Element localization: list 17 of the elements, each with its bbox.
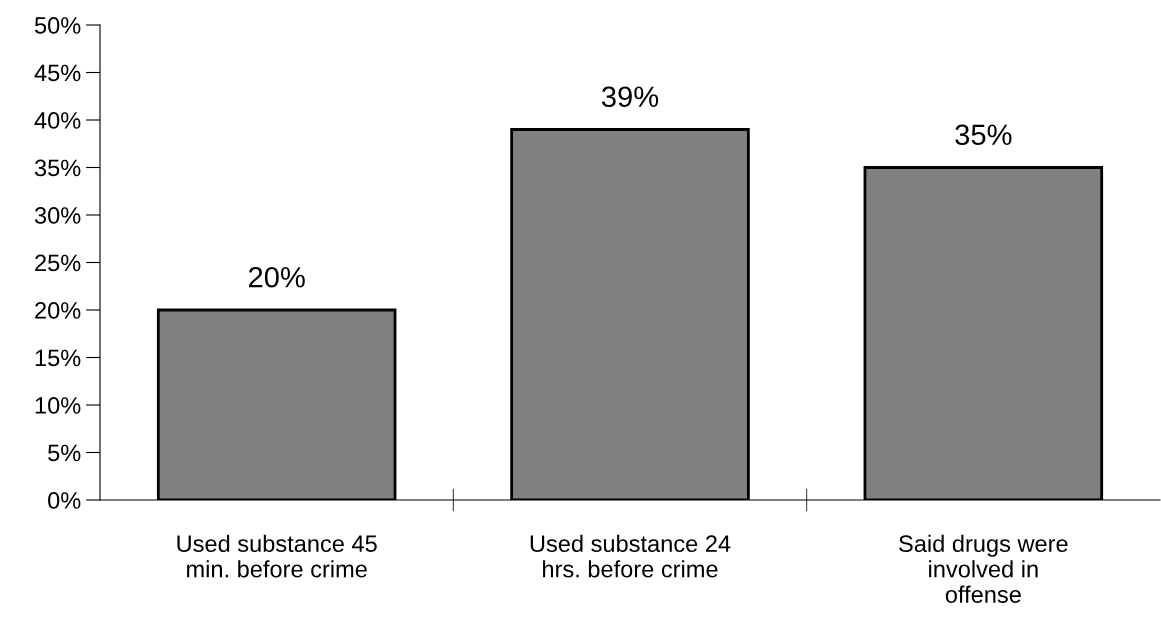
x-tick-label: Used substance 45 min. before crime <box>177 534 377 578</box>
y-tick-label: 30% <box>34 207 81 224</box>
y-tick-label: 45% <box>34 64 81 82</box>
y-tick-label: 5% <box>48 444 81 462</box>
data-label: 35% <box>955 124 1012 146</box>
y-tick-label: 0% <box>48 492 81 509</box>
x-tick-label: Used substance 24 hrs. before crime <box>530 534 731 578</box>
data-label: 39% <box>601 86 659 108</box>
x-tick-label: Said drugs were involved in offense <box>899 534 1068 603</box>
y-tick-label: 15% <box>35 349 81 367</box>
data-label: 20% <box>248 266 305 288</box>
y-tick-label: 35% <box>34 159 81 177</box>
y-tick-label: 40% <box>34 112 81 129</box>
y-tick-label: 20% <box>35 302 81 319</box>
y-tick-label: 10% <box>35 397 81 414</box>
y-tick-label: 50% <box>34 17 81 34</box>
y-tick-label: 25% <box>35 254 81 272</box>
